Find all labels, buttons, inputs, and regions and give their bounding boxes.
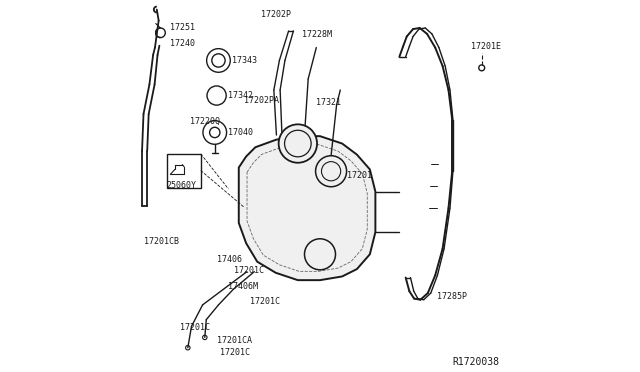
- Text: 17285P: 17285P: [437, 292, 467, 301]
- Text: 17202PA: 17202PA: [244, 96, 279, 105]
- Text: 17228M: 17228M: [302, 30, 332, 39]
- Text: 17406: 17406: [218, 254, 243, 264]
- Text: 17220Q: 17220Q: [190, 117, 220, 126]
- Text: 17343: 17343: [232, 56, 257, 65]
- Text: 17406M: 17406M: [228, 282, 259, 291]
- Text: 17342: 17342: [228, 91, 253, 100]
- Text: 17201E: 17201E: [472, 42, 501, 51]
- Bar: [167, 154, 201, 188]
- Text: 17201: 17201: [347, 171, 372, 180]
- Text: 17202P: 17202P: [261, 10, 291, 19]
- Text: 25060Y: 25060Y: [167, 182, 196, 190]
- Circle shape: [305, 239, 335, 270]
- Circle shape: [278, 124, 317, 163]
- Text: 17321: 17321: [316, 99, 341, 108]
- Text: R1720038: R1720038: [452, 357, 499, 368]
- Polygon shape: [239, 136, 376, 280]
- Text: 17240: 17240: [170, 39, 195, 48]
- Text: 17201C: 17201C: [234, 266, 264, 275]
- Text: 17251: 17251: [170, 23, 195, 32]
- Text: 17040: 17040: [228, 128, 253, 137]
- Text: 17201C: 17201C: [220, 349, 250, 357]
- Text: 17201CB: 17201CB: [143, 237, 179, 246]
- Text: 17201C: 17201C: [250, 297, 280, 306]
- Text: 17201C: 17201C: [180, 323, 211, 331]
- Text: 17201CA: 17201CA: [216, 336, 252, 345]
- Circle shape: [316, 156, 347, 187]
